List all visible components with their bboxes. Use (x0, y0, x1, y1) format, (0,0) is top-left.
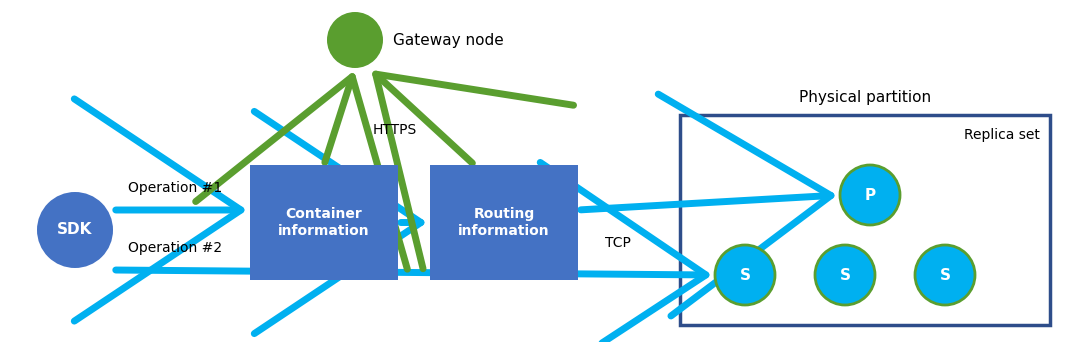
Circle shape (815, 245, 875, 305)
Circle shape (715, 245, 775, 305)
Circle shape (915, 245, 975, 305)
Text: Operation #2: Operation #2 (128, 241, 222, 255)
Text: Gateway node: Gateway node (393, 32, 503, 48)
Text: HTTPS: HTTPS (373, 123, 417, 137)
Bar (250, 165, 398, 280)
Text: S: S (840, 267, 851, 282)
Bar (680, 115, 1050, 325)
Text: S: S (740, 267, 750, 282)
Circle shape (327, 12, 383, 68)
Text: Replica set: Replica set (964, 128, 1040, 142)
Text: Routing
information: Routing information (458, 207, 550, 238)
Text: TCP: TCP (605, 236, 631, 250)
Text: P: P (865, 187, 875, 202)
Text: SDK: SDK (57, 223, 93, 237)
Bar (430, 165, 578, 280)
Text: S: S (940, 267, 951, 282)
Circle shape (840, 165, 900, 225)
Text: Physical partition: Physical partition (799, 90, 931, 105)
Text: Operation #1: Operation #1 (128, 181, 222, 195)
Circle shape (37, 192, 113, 268)
Text: Container
information: Container information (278, 207, 370, 238)
